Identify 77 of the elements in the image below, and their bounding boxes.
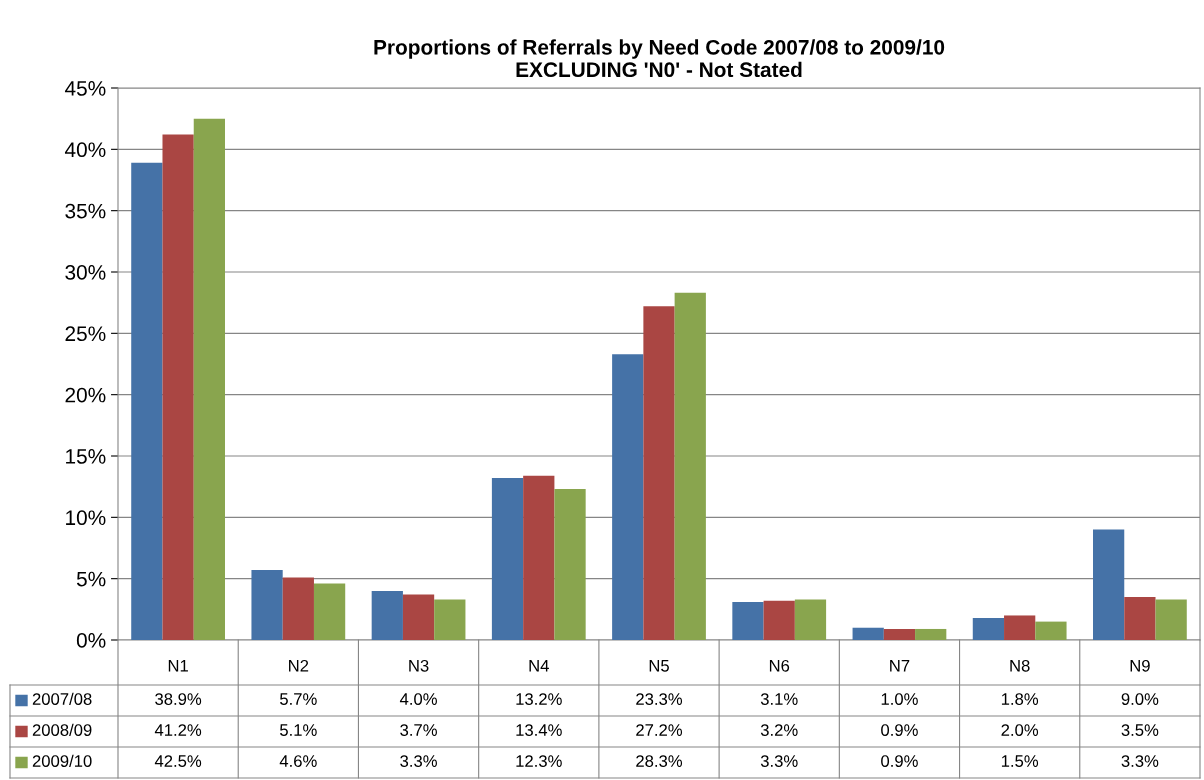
- data-label: 3.2%: [760, 724, 798, 736]
- legend-label: 2008/09: [32, 723, 92, 736]
- data-label: 3.3%: [400, 755, 437, 767]
- bar: [162, 134, 194, 640]
- y-tick-label: 10%: [66, 510, 106, 526]
- data-label: 23.3%: [636, 693, 683, 705]
- y-tick-label: 20%: [65, 387, 106, 403]
- x-tick-label: N6: [769, 659, 790, 672]
- data-label: 0.9%: [881, 724, 918, 736]
- chart-title: Proportions of Referrals by Need Code 2007/08 to 2009/10 EXCLUDING 'N0' - Not Stated: [374, 39, 945, 78]
- bar: [763, 600, 795, 640]
- bar: [523, 475, 555, 640]
- data-label: 4.6%: [279, 755, 317, 767]
- data-label: 38.9%: [155, 693, 202, 705]
- data-label: 4.0%: [399, 693, 437, 705]
- bar: [915, 628, 947, 640]
- bar: [1004, 615, 1036, 640]
- bar: [612, 354, 644, 640]
- bar: [1155, 599, 1187, 640]
- bar: [852, 627, 884, 640]
- bar: [402, 594, 435, 640]
- data-label: 2.0%: [1001, 724, 1039, 736]
- data-label: 0.9%: [881, 755, 918, 767]
- data-label: 3.5%: [1121, 724, 1159, 736]
- data-label: 13.4%: [516, 724, 562, 736]
- data-label: 3.3%: [760, 755, 798, 767]
- bar: [1124, 597, 1156, 640]
- y-tick-label: 15%: [66, 449, 106, 464]
- bar: [491, 478, 524, 640]
- legend-label: 2009/10: [32, 754, 92, 767]
- y-tick-label: 0%: [76, 633, 106, 648]
- bar: [131, 162, 163, 640]
- bar: [732, 601, 764, 640]
- data-label: 1.0%: [881, 693, 918, 705]
- y-tick-label: 25%: [65, 326, 106, 342]
- x-tick-label: N3: [409, 659, 429, 672]
- y-tick-label: 45%: [64, 81, 106, 96]
- bar: [554, 489, 586, 640]
- x-tick-label: N8: [1010, 659, 1030, 672]
- legend-label: 2007/08: [32, 692, 92, 705]
- x-tick-label: N5: [649, 660, 669, 672]
- data-label: 28.3%: [636, 755, 683, 767]
- x-tick-label: N2: [289, 659, 309, 672]
- bar: [313, 583, 346, 640]
- bar: [883, 628, 916, 640]
- data-label: 27.2%: [636, 724, 683, 736]
- x-tick-label: N4: [529, 660, 549, 672]
- data-label: 1.8%: [1001, 693, 1039, 705]
- data-label: 3.7%: [400, 724, 437, 736]
- data-label: 5.1%: [280, 724, 317, 736]
- bar: [282, 577, 314, 640]
- bar: [1093, 529, 1125, 640]
- y-tick-label: 5%: [76, 571, 106, 587]
- bar: [794, 599, 827, 640]
- data-label: 41.2%: [154, 724, 202, 736]
- data-label: 13.2%: [516, 693, 562, 705]
- bar: [674, 292, 706, 640]
- bar: [251, 570, 283, 640]
- x-tick-label: N1: [168, 660, 188, 672]
- data-label: 5.7%: [280, 693, 317, 705]
- bar: [371, 590, 403, 640]
- bar: [1035, 621, 1067, 640]
- y-tick-label: 35%: [65, 203, 106, 219]
- bar: [434, 599, 466, 640]
- data-label: 1.5%: [1001, 755, 1039, 767]
- bar: [193, 118, 225, 640]
- y-tick-label: 30%: [65, 265, 106, 280]
- bar: [643, 306, 675, 640]
- y-tick-label: 40%: [64, 142, 106, 158]
- x-tick-label: N7: [890, 660, 910, 672]
- data-label: 3.1%: [760, 693, 798, 705]
- x-tick-label: N9: [1130, 659, 1150, 672]
- data-label: 9.0%: [1121, 693, 1159, 705]
- bar: [972, 617, 1005, 640]
- data-label: 42.5%: [154, 755, 202, 767]
- data-label: 12.3%: [516, 755, 562, 767]
- data-label: 3.3%: [1121, 755, 1159, 767]
